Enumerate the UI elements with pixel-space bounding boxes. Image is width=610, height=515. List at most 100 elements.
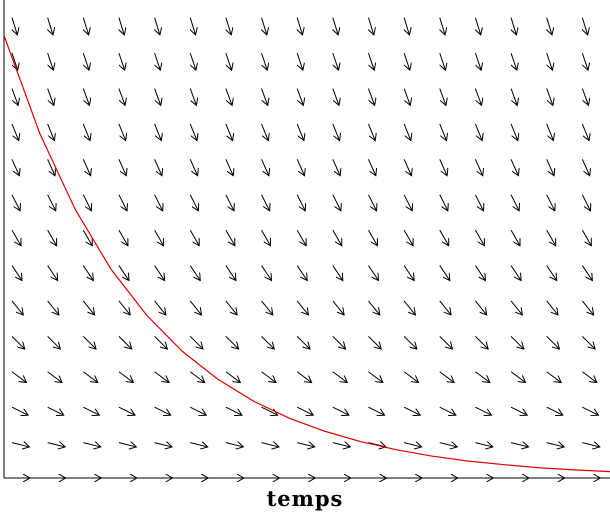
- field-arrow: [82, 159, 90, 175]
- field-arrow: [190, 406, 206, 415]
- field-arrow: [154, 336, 168, 349]
- field-arrow: [296, 159, 304, 175]
- field-arrow: [474, 123, 482, 141]
- field-arrow: [439, 406, 456, 415]
- field-arrow: [297, 443, 314, 447]
- field-arrow: [546, 194, 555, 211]
- field-arrow: [296, 300, 308, 315]
- field-arrow: [474, 265, 485, 281]
- field-arrow: [368, 229, 377, 246]
- field-arrow: [11, 406, 28, 415]
- field-arrow: [368, 265, 378, 281]
- field-arrow: [82, 52, 89, 70]
- field-arrow: [82, 88, 89, 106]
- field-arrow: [296, 194, 305, 211]
- field-arrow: [225, 336, 239, 349]
- field-arrow: [118, 443, 136, 447]
- field-arrow: [367, 52, 374, 70]
- field-arrow: [82, 300, 94, 315]
- field-arrow: [332, 123, 340, 141]
- field-arrow: [546, 159, 554, 175]
- field-arrow: [403, 300, 415, 315]
- field-arrow: [154, 300, 166, 315]
- field-arrow: [118, 52, 125, 70]
- field-arrow: [47, 229, 57, 246]
- field-arrow: [368, 406, 384, 415]
- field-arrow: [118, 371, 133, 383]
- field-arrow: [189, 194, 198, 211]
- field-arrow: [296, 88, 303, 106]
- field-arrow: [225, 371, 240, 383]
- field-arrow: [403, 443, 421, 447]
- field-arrow: [225, 52, 232, 70]
- field-arrow: [440, 17, 445, 35]
- field-arrow: [581, 88, 588, 106]
- field-arrow: [118, 123, 126, 141]
- field-arrow: [154, 52, 161, 70]
- field-arrow: [189, 52, 196, 70]
- field-arrow: [581, 194, 590, 211]
- field-arrow: [118, 88, 125, 106]
- field-arrow: [47, 88, 54, 106]
- field-arrow: [474, 88, 481, 106]
- field-arrow: [47, 443, 65, 447]
- field-arrow: [155, 17, 160, 35]
- field-arrow: [474, 194, 483, 211]
- field-arrow: [47, 265, 58, 281]
- field-arrow: [475, 443, 492, 447]
- field-arrow: [261, 443, 279, 447]
- field-arrow: [261, 336, 275, 349]
- field-arrow: [510, 371, 525, 383]
- field-arrow: [47, 371, 62, 383]
- field-arrow: [83, 443, 100, 447]
- field-arrow: [368, 194, 376, 211]
- field-arrow: [439, 52, 446, 70]
- field-arrow: [83, 17, 88, 35]
- field-arrow: [12, 17, 17, 35]
- field-arrow: [439, 194, 448, 211]
- field-arrow: [261, 52, 268, 70]
- field-arrow: [119, 17, 124, 35]
- field-arrow: [82, 265, 93, 281]
- field-arrow: [475, 17, 480, 35]
- field-arrow: [332, 159, 340, 175]
- field-arrow: [403, 194, 412, 211]
- field-arrow: [154, 371, 169, 383]
- field-arrow: [439, 265, 450, 281]
- field-arrow: [154, 159, 162, 175]
- field-arrow: [11, 371, 26, 383]
- field-arrow: [403, 336, 417, 349]
- field-arrow: [403, 265, 414, 281]
- x-axis-label: temps: [266, 486, 344, 511]
- field-arrow: [154, 229, 164, 246]
- field-arrow: [261, 406, 278, 415]
- field-arrow: [11, 123, 19, 141]
- field-arrow: [510, 229, 520, 246]
- field-arrow: [547, 17, 552, 35]
- field-arrow: [189, 229, 199, 246]
- field-arrow: [582, 17, 587, 35]
- field-arrow: [118, 265, 129, 281]
- field-arrow: [47, 300, 59, 315]
- field-arrow: [296, 371, 311, 383]
- field-arrow: [581, 159, 589, 175]
- solution-curve-0: [3, 35, 610, 473]
- field-arrow: [439, 88, 446, 106]
- field-arrow: [11, 159, 19, 175]
- field-arrow: [581, 265, 592, 281]
- field-arrow: [189, 159, 197, 175]
- field-arrow: [510, 443, 528, 447]
- field-arrow: [261, 194, 270, 211]
- field-arrow: [261, 88, 268, 106]
- field-arrow: [511, 17, 516, 35]
- field-arrow: [546, 229, 556, 246]
- field-arrow: [82, 194, 91, 211]
- field-arrow: [368, 371, 382, 383]
- field-arrow: [474, 159, 482, 175]
- field-arrow: [546, 123, 554, 141]
- field-arrow: [403, 88, 410, 106]
- field-arrow: [118, 406, 135, 415]
- field-arrow: [368, 88, 374, 106]
- field-arrow: [296, 123, 304, 141]
